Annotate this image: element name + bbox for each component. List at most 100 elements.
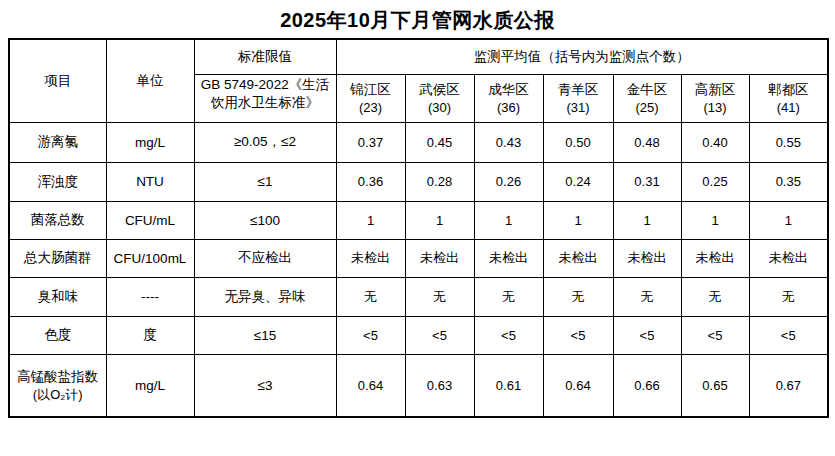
col-header-standard-limit: 标准限值 xyxy=(194,39,336,74)
value-cell: <5 xyxy=(543,316,613,354)
standard-limit-cell: ≥0.05，≤2 xyxy=(194,122,336,162)
parameter-name-cell: 臭和味 xyxy=(9,277,106,316)
parameter-name: 游离氯 xyxy=(10,133,106,151)
value-cell: 0.28 xyxy=(405,162,474,201)
col-header-district-5: 金牛区(25) xyxy=(613,74,681,122)
parameter-name-cell: 色度 xyxy=(9,316,106,354)
district-name: 青羊区 xyxy=(544,80,613,99)
value-cell: 1 xyxy=(681,201,749,239)
value-cell: 0.31 xyxy=(613,162,681,201)
value-cell: 0.36 xyxy=(336,162,405,201)
value-cell: 0.64 xyxy=(336,354,405,417)
table-row: 臭和味----无异臭、异味无无无无无无无 xyxy=(9,277,828,316)
col-header-item: 项目 xyxy=(9,39,106,122)
value-cell: 无 xyxy=(474,277,543,316)
standard-ref-line1: GB 5749-2022 xyxy=(201,77,289,92)
value-cell: 0.65 xyxy=(681,354,749,417)
header-row-1: 项目 单位 标准限值 监测平均值（括号内为监测点个数） xyxy=(9,39,828,74)
value-cell: 未检出 xyxy=(543,239,613,277)
value-cell: 0.25 xyxy=(681,162,749,201)
table-row: 菌落总数CFU/mL≤1001111111 xyxy=(9,201,828,239)
standard-reference-text: GB 5749-2022《生活饮用水卫生标准》 xyxy=(195,75,336,122)
col-header-district-6: 高新区(13) xyxy=(681,74,749,122)
value-cell: 未检出 xyxy=(749,239,828,277)
table-row: 总大肠菌群CFU/100mL不应检出未检出未检出未检出未检出未检出未检出未检出 xyxy=(9,239,828,277)
parameter-name: 浑浊度 xyxy=(10,173,106,191)
table-header: 项目 单位 标准限值 监测平均值（括号内为监测点个数） GB 5749-2022… xyxy=(9,39,828,122)
district-monitoring-point-count: (30) xyxy=(406,99,474,117)
value-cell: 未检出 xyxy=(613,239,681,277)
value-cell: 无 xyxy=(613,277,681,316)
unit-cell: NTU xyxy=(106,162,194,201)
value-cell: 1 xyxy=(336,201,405,239)
district-name: 成华区 xyxy=(475,80,543,99)
value-cell: 无 xyxy=(681,277,749,316)
parameter-name: 高锰酸盐指数 xyxy=(10,368,106,386)
standard-limit-cell: ≤3 xyxy=(194,354,336,417)
parameter-name: 菌落总数 xyxy=(10,211,106,229)
table-row: 游离氯mg/L≥0.05，≤20.370.450.430.500.480.400… xyxy=(9,122,828,162)
value-cell: 0.40 xyxy=(681,122,749,162)
value-cell: <5 xyxy=(474,316,543,354)
district-monitoring-point-count: (25) xyxy=(614,99,681,117)
value-cell: <5 xyxy=(749,316,828,354)
parameter-name-cell: 菌落总数 xyxy=(9,201,106,239)
unit-cell: mg/L xyxy=(106,122,194,162)
value-cell: 0.67 xyxy=(749,354,828,417)
standard-limit-cell: ≤100 xyxy=(194,201,336,239)
value-cell: 0.35 xyxy=(749,162,828,201)
parameter-name-cell: 总大肠菌群 xyxy=(9,239,106,277)
parameter-name: 色度 xyxy=(10,326,106,344)
unit-cell: CFU/mL xyxy=(106,201,194,239)
col-header-district-1: 锦江区(23) xyxy=(336,74,405,122)
district-monitoring-point-count: (41) xyxy=(750,99,828,117)
value-cell: 0.66 xyxy=(613,354,681,417)
col-header-district-3: 成华区(36) xyxy=(474,74,543,122)
page: 2025年10月下月管网水质公报 项目 单位 标准限值 监测平均值（括号内为监测… xyxy=(0,0,835,456)
value-cell: 0.50 xyxy=(543,122,613,162)
value-cell: 1 xyxy=(613,201,681,239)
col-header-district-2: 武侯区(30) xyxy=(405,74,474,122)
district-monitoring-point-count: (36) xyxy=(475,99,543,117)
value-cell: 1 xyxy=(405,201,474,239)
parameter-name-cell: 浑浊度 xyxy=(9,162,106,201)
value-cell: <5 xyxy=(405,316,474,354)
district-name: 郫都区 xyxy=(750,80,828,99)
table-body: 游离氯mg/L≥0.05，≤20.370.450.430.500.480.400… xyxy=(9,122,828,417)
page-title: 2025年10月下月管网水质公报 xyxy=(0,0,835,38)
unit-cell: 度 xyxy=(106,316,194,354)
water-quality-table: 项目 单位 标准限值 监测平均值（括号内为监测点个数） GB 5749-2022… xyxy=(8,38,829,418)
unit-cell: CFU/100mL xyxy=(106,239,194,277)
value-cell: 未检出 xyxy=(681,239,749,277)
parameter-name: 臭和味 xyxy=(10,288,106,306)
standard-limit-cell: ≤1 xyxy=(194,162,336,201)
value-cell: 0.63 xyxy=(405,354,474,417)
value-cell: 1 xyxy=(474,201,543,239)
value-cell: 0.64 xyxy=(543,354,613,417)
value-cell: 无 xyxy=(749,277,828,316)
table-row: 浑浊度NTU≤10.360.280.260.240.310.250.35 xyxy=(9,162,828,201)
district-monitoring-point-count: (23) xyxy=(337,99,405,117)
value-cell: <5 xyxy=(336,316,405,354)
district-name: 锦江区 xyxy=(337,80,405,99)
value-cell: 0.55 xyxy=(749,122,828,162)
value-cell: 0.43 xyxy=(474,122,543,162)
value-cell: 0.48 xyxy=(613,122,681,162)
value-cell: 未检出 xyxy=(405,239,474,277)
value-cell: 未检出 xyxy=(474,239,543,277)
district-name: 高新区 xyxy=(682,80,749,99)
unit-cell: mg/L xyxy=(106,354,194,417)
col-header-district-7: 郫都区(41) xyxy=(749,74,828,122)
col-header-unit: 单位 xyxy=(106,39,194,122)
value-cell: 0.45 xyxy=(405,122,474,162)
value-cell: 0.26 xyxy=(474,162,543,201)
parameter-name: 总大肠菌群 xyxy=(10,249,106,267)
unit-cell: ---- xyxy=(106,277,194,316)
value-cell: <5 xyxy=(613,316,681,354)
value-cell: 0.37 xyxy=(336,122,405,162)
parameter-name-cell: 高锰酸盐指数(以O₂计) xyxy=(9,354,106,417)
value-cell: <5 xyxy=(681,316,749,354)
district-monitoring-point-count: (13) xyxy=(682,99,749,117)
district-name: 武侯区 xyxy=(406,80,474,99)
col-header-district-4: 青羊区(31) xyxy=(543,74,613,122)
